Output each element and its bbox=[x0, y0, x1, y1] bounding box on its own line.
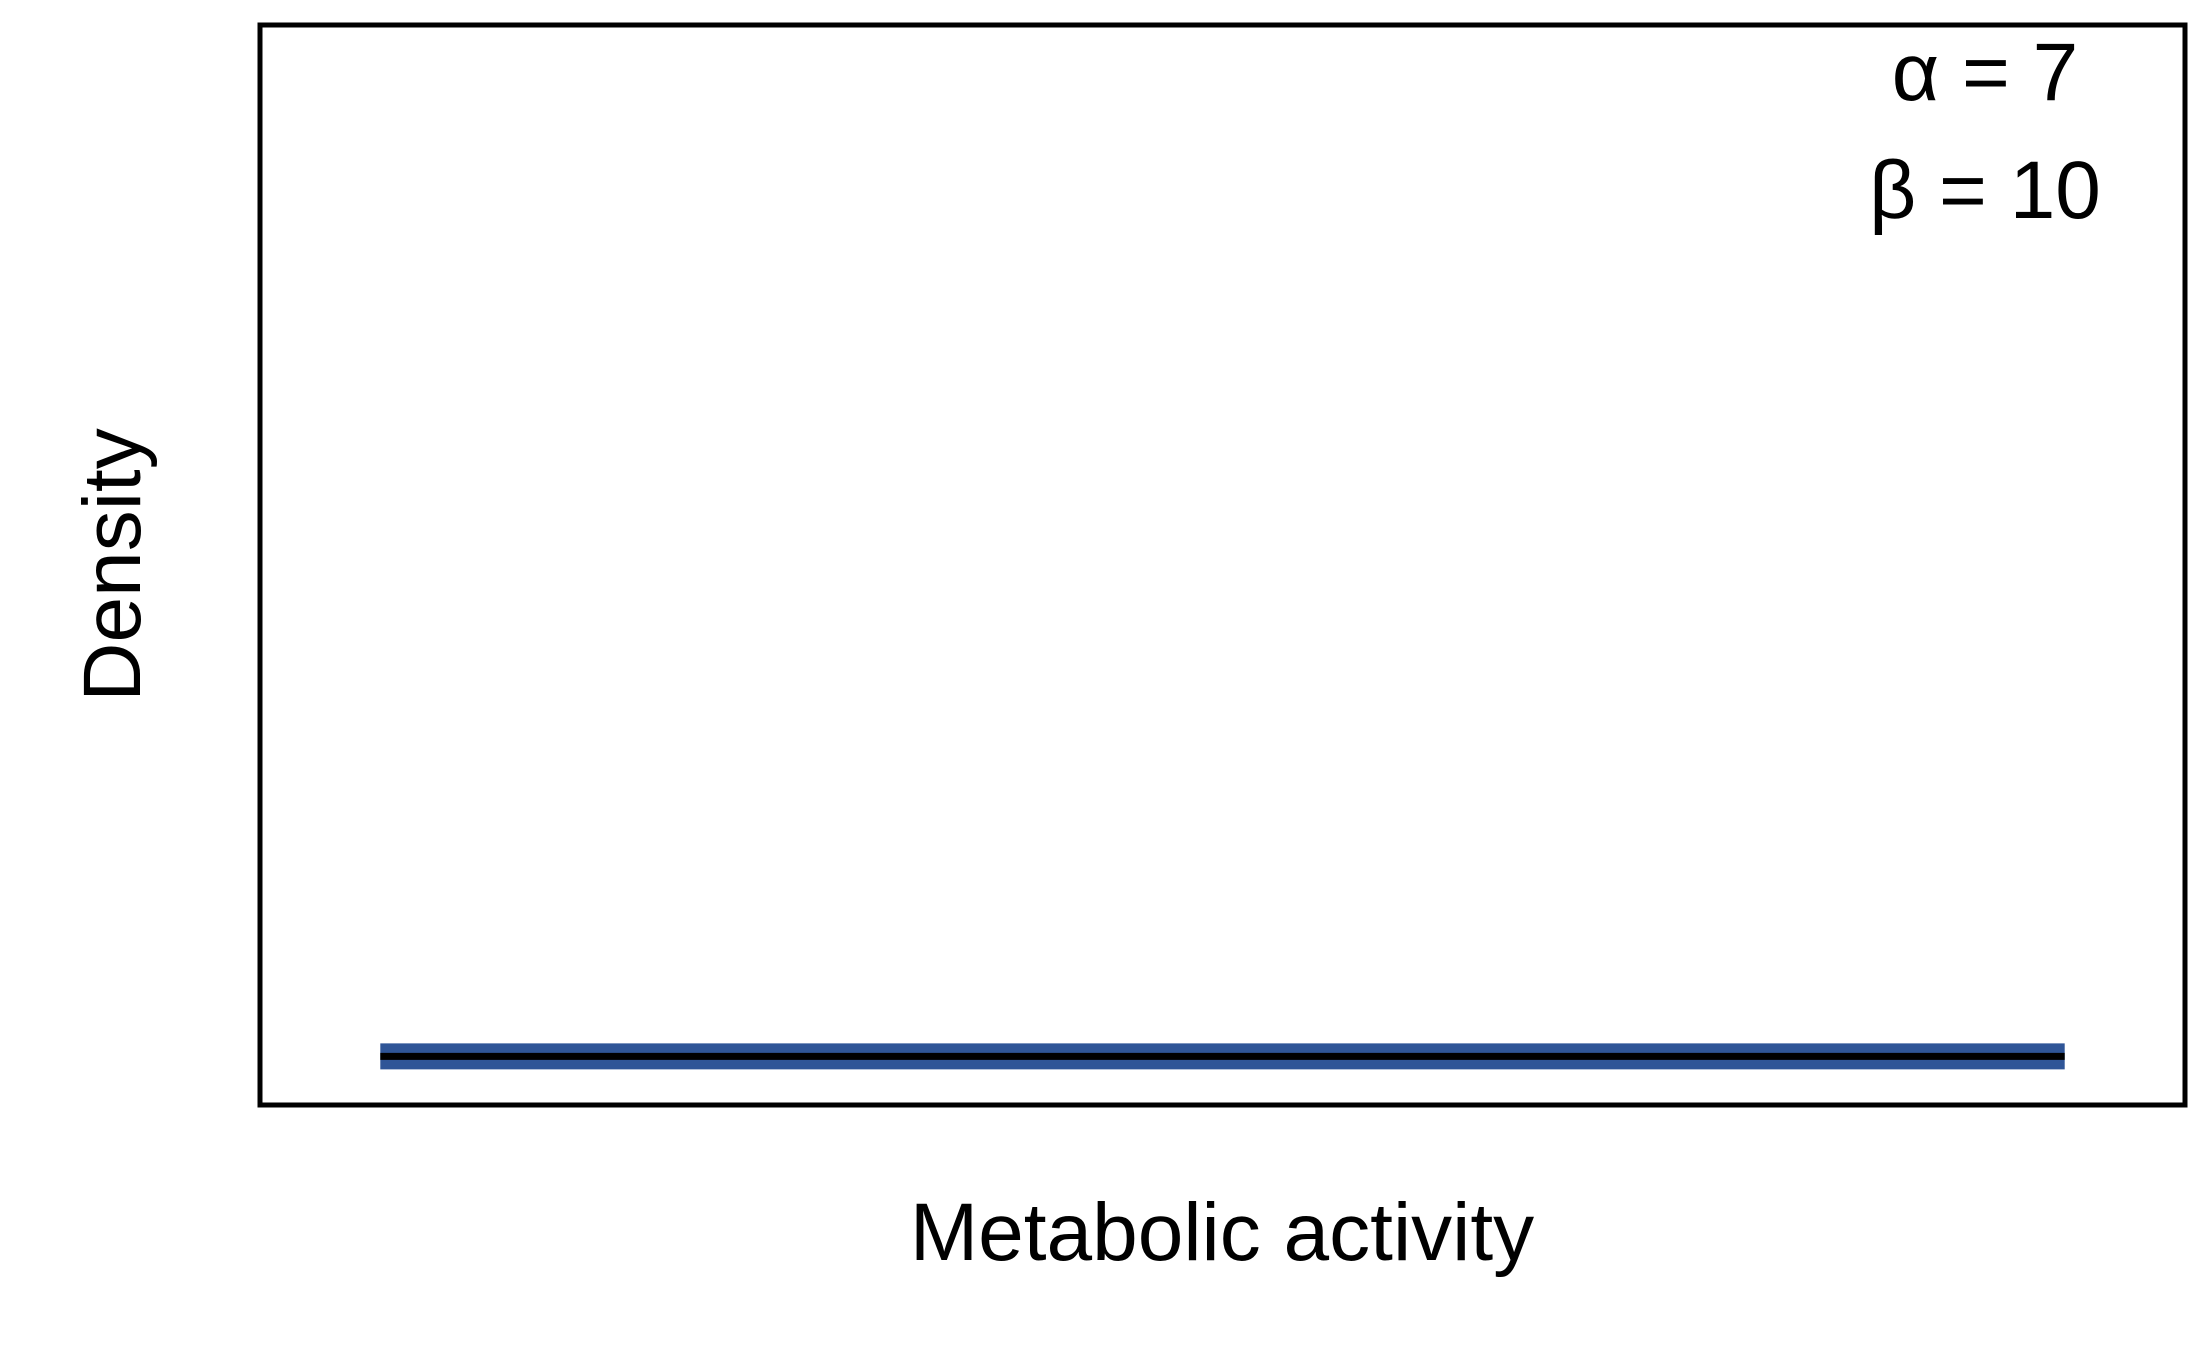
plot-frame bbox=[257, 22, 2188, 1108]
x-axis-label: Metabolic activity bbox=[910, 1187, 1534, 1278]
annotation-alpha: α = 7 bbox=[1892, 27, 2078, 118]
y-axis-label: Density bbox=[67, 428, 158, 701]
annotation-beta: β = 10 bbox=[1869, 145, 2101, 236]
